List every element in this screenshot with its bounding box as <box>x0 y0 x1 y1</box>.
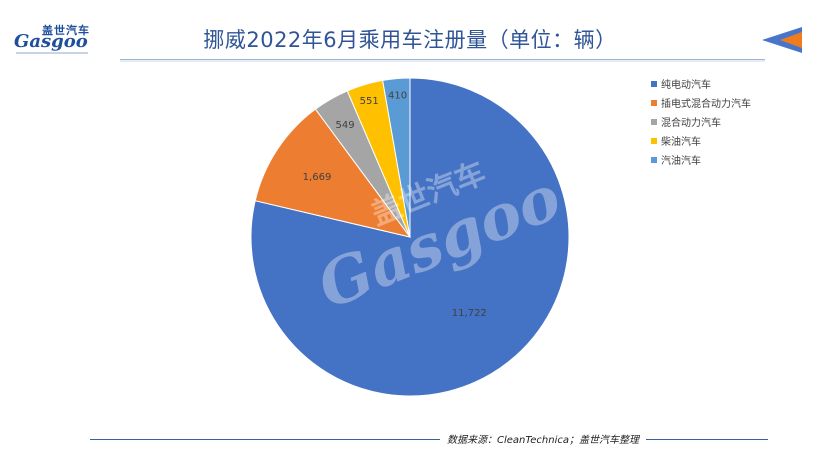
legend-label-3: 混合动力汽车 <box>661 118 721 129</box>
legend-item-1: 纯电动汽车 <box>651 74 751 93</box>
legend-label-2: 插电式混合动力汽车 <box>661 99 751 110</box>
footer-divider-right <box>646 439 768 440</box>
legend-label-4: 柴油汽车 <box>661 137 701 148</box>
logo-cn-text: 盖世汽车 <box>42 24 90 37</box>
pie-slice-5 <box>382 77 411 238</box>
legend-label-5: 汽油汽车 <box>661 156 701 167</box>
logo-underline <box>16 52 88 54</box>
chart-title: 挪威2022年6月乘用车注册量（单位：辆） <box>203 28 617 52</box>
pie-data-labels: 11,722 1,669 549 551 410 <box>303 90 487 318</box>
legend-item-3: 混合动力汽车 <box>651 112 751 131</box>
corner-arrow-icon <box>762 27 802 53</box>
pie-slice-2 <box>254 108 412 238</box>
pie-data-label-4: 551 <box>360 96 379 107</box>
pie-slices <box>250 77 570 397</box>
legend-label-1: 纯电动汽车 <box>661 80 711 91</box>
legend-swatch-3 <box>651 118 657 125</box>
logo-en-text: Gasgoo <box>14 31 88 52</box>
title-divider <box>120 59 765 60</box>
pie-data-label-1: 11,722 <box>452 308 487 319</box>
legend-item-2: 插电式混合动力汽车 <box>651 93 751 112</box>
legend-item-4: 柴油汽车 <box>651 131 751 150</box>
legend-swatch-1 <box>651 80 657 87</box>
footer-divider-left <box>90 439 440 440</box>
pie-data-label-2: 1,669 <box>303 172 332 183</box>
pie-data-label-3: 549 <box>336 120 355 131</box>
gasgoo-logo: 盖世汽车 Gasgoo <box>12 22 92 56</box>
corner-arrow-orange <box>780 32 802 48</box>
legend-item-5: 汽油汽车 <box>651 150 751 169</box>
pie-data-label-5: 410 <box>388 90 407 101</box>
chart-legend: 纯电动汽车插电式混合动力汽车 混合动力汽车 柴油汽车汽油汽车 <box>651 74 751 169</box>
legend-swatch-5 <box>651 156 657 163</box>
data-source-note: 数据来源：CleanTechnica；盖世汽车整理 <box>447 435 639 446</box>
legend-swatch-2 <box>651 99 657 106</box>
legend-swatch-4 <box>651 137 657 144</box>
title-divider-shadow <box>120 60 765 62</box>
